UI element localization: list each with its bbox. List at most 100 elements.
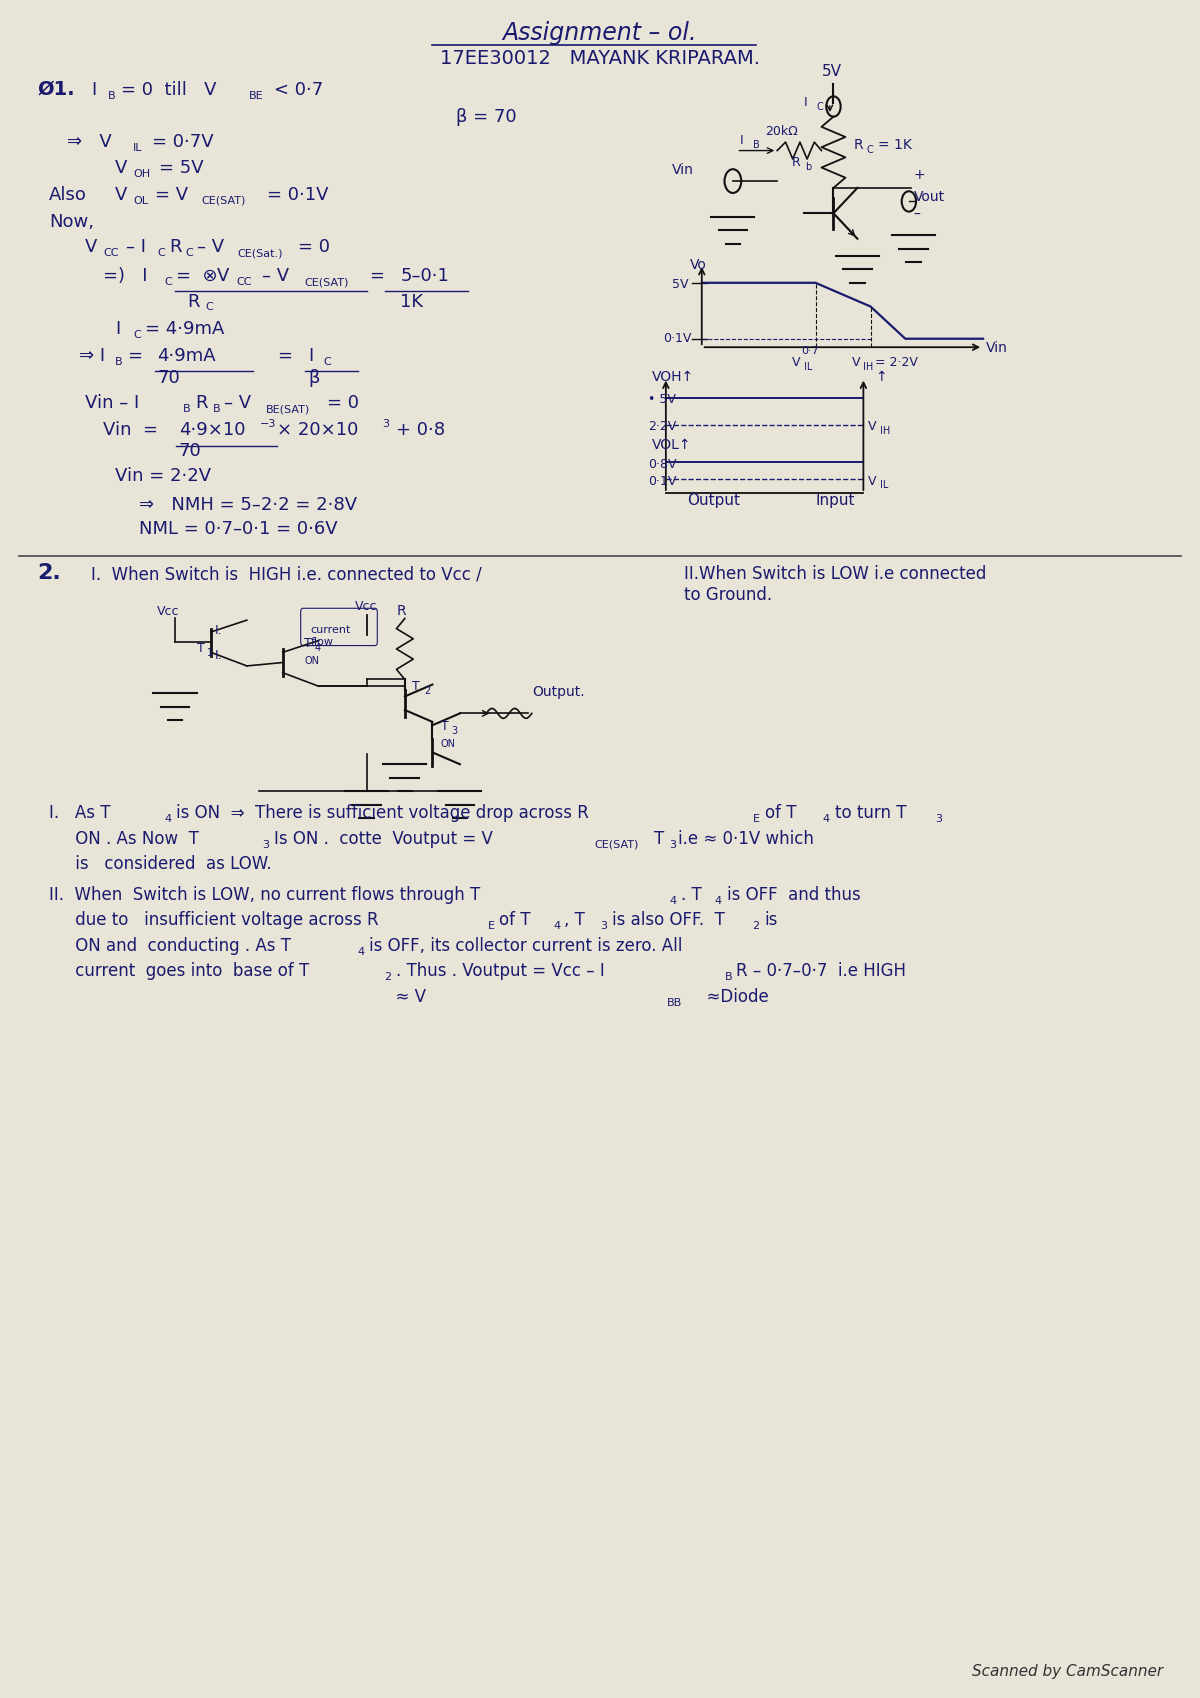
Text: I.  When Switch is  HIGH i.e. connected to Vcc /: I. When Switch is HIGH i.e. connected to… [91, 565, 482, 584]
Text: 4: 4 [823, 815, 830, 825]
Text: × 20×10: × 20×10 [277, 421, 358, 440]
Text: = 4·9mA: = 4·9mA [145, 319, 224, 338]
Text: T: T [197, 642, 204, 655]
Text: =: = [127, 346, 142, 365]
Text: ⇒ I: ⇒ I [79, 346, 106, 365]
Text: C: C [205, 302, 212, 312]
Text: =: = [368, 267, 384, 285]
Text: is also OFF.  T: is also OFF. T [612, 912, 725, 929]
Text: 0·1V: 0·1V [648, 474, 677, 487]
Text: 3: 3 [382, 419, 389, 428]
Text: V: V [85, 238, 97, 256]
Text: B: B [184, 404, 191, 414]
Text: 3: 3 [451, 727, 457, 737]
Text: I.   As T: I. As T [49, 805, 110, 822]
Text: B: B [115, 357, 122, 367]
Text: I: I [115, 319, 120, 338]
Text: =: = [277, 346, 292, 365]
Text: 3: 3 [935, 815, 942, 825]
Text: R: R [187, 292, 199, 311]
Text: II.When Switch is LOW i.e connected: II.When Switch is LOW i.e connected [684, 565, 986, 584]
Text: Output: Output [688, 492, 740, 508]
Text: • 5V: • 5V [648, 394, 676, 406]
Text: 2: 2 [424, 686, 431, 696]
Text: NML = 0·7–0·1 = 0·6V: NML = 0·7–0·1 = 0·6V [139, 520, 337, 538]
Text: I: I [308, 346, 313, 365]
Text: 5–0·1: 5–0·1 [400, 267, 449, 285]
Text: R: R [396, 604, 406, 618]
Text: V: V [868, 474, 877, 487]
Text: = 0  till   V: = 0 till V [121, 80, 217, 98]
Text: 2: 2 [752, 922, 760, 931]
Text: I: I [804, 97, 808, 109]
Text: 4: 4 [316, 644, 322, 654]
Text: B: B [108, 90, 115, 100]
Text: Ø1.: Ø1. [37, 80, 74, 98]
Text: C: C [186, 248, 193, 258]
Text: +: + [913, 168, 925, 182]
Text: b: b [805, 161, 811, 171]
Text: = 0·7V: = 0·7V [152, 132, 214, 151]
Text: < 0·7: < 0·7 [275, 80, 324, 98]
Text: C: C [133, 329, 140, 340]
Text: 20kΩ: 20kΩ [766, 126, 798, 138]
Text: C: C [817, 102, 823, 112]
Text: to turn T: to turn T [835, 805, 906, 822]
Text: R – 0·7–0·7  i.e HIGH: R – 0·7–0·7 i.e HIGH [737, 963, 906, 980]
Text: β: β [308, 368, 319, 387]
Text: 1: 1 [208, 649, 214, 659]
Text: is: is [764, 912, 778, 929]
Text: BE(SAT): BE(SAT) [266, 404, 311, 414]
Text: β = 70: β = 70 [456, 107, 517, 126]
Text: V: V [115, 185, 127, 204]
Text: Now,: Now, [49, 212, 95, 231]
Text: is OFF, its collector current is zero. All: is OFF, its collector current is zero. A… [368, 937, 683, 954]
Text: Input: Input [816, 492, 854, 508]
Text: 70: 70 [157, 368, 180, 387]
Text: Vin – I: Vin – I [85, 394, 139, 413]
Text: 4·9×10: 4·9×10 [179, 421, 245, 440]
Text: OH: OH [133, 168, 150, 178]
Text: – V: – V [197, 238, 223, 256]
Text: IL: IL [133, 143, 143, 153]
Text: Is ON .  соtte  Voutput = V: Is ON . соtte Voutput = V [275, 830, 493, 847]
Text: C: C [164, 277, 172, 287]
Text: Also: Also [49, 185, 88, 204]
Text: 2: 2 [384, 971, 391, 981]
Text: ↑: ↑ [875, 370, 887, 384]
Text: II.  When  Switch is LOW, no current flows through T: II. When Switch is LOW, no current flows… [49, 886, 480, 903]
Text: T: T [654, 830, 664, 847]
Text: = 0: = 0 [299, 238, 330, 256]
Text: E: E [754, 815, 761, 825]
Text: Vin = 2·2V: Vin = 2·2V [115, 467, 211, 486]
Text: + 0·8: + 0·8 [396, 421, 445, 440]
Text: ≈Diode: ≈Diode [696, 988, 768, 1005]
Text: Output.: Output. [532, 686, 584, 700]
Text: ⇒   NMH = 5–2·2 = 2·8V: ⇒ NMH = 5–2·2 = 2·8V [139, 496, 358, 514]
Text: =)   I: =) I [103, 267, 148, 285]
Text: 3: 3 [600, 922, 607, 931]
Text: CE(SAT): CE(SAT) [305, 277, 349, 287]
Text: C: C [157, 248, 164, 258]
Text: – I: – I [126, 238, 146, 256]
Text: 3: 3 [670, 841, 677, 849]
Text: –: – [913, 207, 920, 221]
Text: – V: – V [224, 394, 251, 413]
Text: V: V [217, 267, 229, 285]
Text: 0·7: 0·7 [802, 346, 818, 357]
Text: = 0: = 0 [328, 394, 359, 413]
Text: 5V: 5V [672, 278, 689, 290]
Text: is OFF  and thus: is OFF and thus [727, 886, 860, 903]
Text: ON and  conducting . As T: ON and conducting . As T [49, 937, 292, 954]
Text: 4: 4 [670, 897, 677, 905]
Text: 5V: 5V [822, 65, 841, 80]
Text: R: R [196, 394, 208, 413]
Text: CC: CC [103, 248, 119, 258]
Text: Vin  =: Vin = [103, 421, 158, 440]
Text: CE(SAT): CE(SAT) [202, 195, 246, 205]
Text: V: V [115, 158, 127, 177]
Text: I: I [91, 80, 96, 98]
Text: 17EE30012   MAYANK KRIPARAM.: 17EE30012 MAYANK KRIPARAM. [440, 49, 760, 68]
Text: C: C [324, 357, 331, 367]
Text: . T: . T [682, 886, 702, 903]
